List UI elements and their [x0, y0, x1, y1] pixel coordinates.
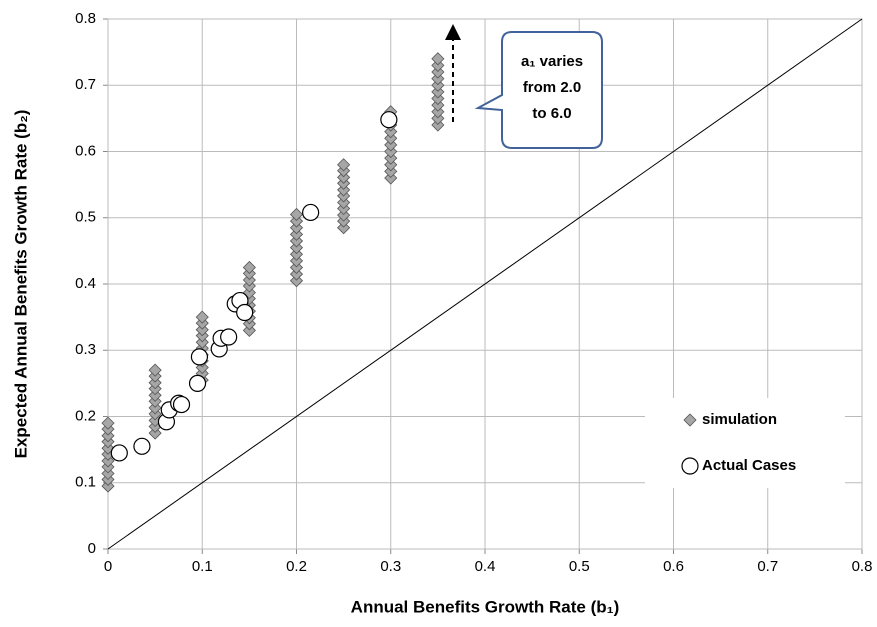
point: [148, 388, 162, 402]
point: [101, 479, 115, 493]
x-tick-label: 0: [104, 558, 112, 575]
point: [289, 227, 304, 241]
y-axis-label: Expected Annual Benefits Growth Rate (b₂…: [11, 110, 30, 459]
point: [384, 125, 398, 139]
y-tick-label: 0.4: [75, 275, 96, 292]
point: [431, 98, 445, 112]
point: [337, 195, 351, 210]
point: [337, 158, 351, 172]
point: [384, 131, 398, 145]
point: [110, 444, 128, 462]
point: [431, 58, 445, 72]
legend: [645, 398, 845, 488]
annotation: from 2.0: [523, 79, 581, 96]
point: [384, 151, 398, 165]
point: [289, 234, 304, 248]
point: [384, 171, 398, 185]
point: [148, 426, 162, 440]
point: [384, 158, 398, 172]
point: [220, 328, 238, 346]
x-tick-label: 0.8: [852, 558, 873, 575]
x-tick-label: 0.7: [757, 558, 778, 575]
point: [431, 78, 445, 92]
point: [337, 208, 351, 222]
point: [172, 395, 191, 414]
point: [302, 203, 320, 222]
point: [380, 111, 398, 129]
point: [148, 363, 162, 377]
point: [190, 348, 209, 366]
point: [101, 429, 115, 443]
point: [289, 267, 304, 281]
point: [242, 323, 256, 337]
point: [242, 260, 256, 275]
point: [431, 118, 445, 132]
legend-marker: [683, 413, 697, 427]
point: [289, 247, 304, 261]
point: [289, 214, 304, 228]
y-tick-label: 0.7: [75, 76, 96, 93]
annotation: to 6.0: [532, 105, 571, 122]
point: [289, 240, 304, 255]
point: [195, 335, 209, 349]
point: [101, 416, 115, 430]
point: [289, 254, 304, 268]
y-tick-label: 0.3: [75, 341, 96, 358]
point: [289, 274, 304, 288]
point: [101, 454, 115, 468]
x-axis-label: Annual Benefits Growth Rate (b₁): [351, 597, 620, 616]
point: [431, 105, 445, 119]
point: [289, 260, 304, 275]
point: [188, 374, 207, 392]
diagonal: [107, 18, 863, 550]
y-tick-label: 0.6: [75, 142, 96, 159]
point: [133, 437, 151, 455]
point: [384, 164, 398, 178]
x-tick-label: 0.3: [380, 558, 401, 575]
point: [337, 170, 351, 184]
legend-label: simulation: [702, 411, 777, 428]
point: [431, 72, 445, 86]
annotation: a₁ varies: [521, 53, 583, 70]
point: [148, 376, 162, 390]
legend-label: Actual Cases: [702, 457, 796, 474]
point: [431, 85, 445, 99]
y-tick-label: 0.1: [75, 474, 96, 491]
point: [195, 310, 209, 324]
point: [431, 91, 445, 106]
point: [101, 466, 115, 481]
y-tick-label: 0: [88, 540, 96, 557]
point: [431, 65, 445, 79]
point: [236, 303, 254, 322]
point: [289, 207, 304, 222]
x-tick-label: 0.5: [569, 558, 590, 575]
point: [337, 183, 351, 197]
plot-frame: [107, 18, 863, 550]
y-tick-label: 0.8: [75, 10, 96, 27]
y-tick-label: 0.2: [75, 407, 96, 424]
point: [431, 111, 445, 125]
point: [289, 221, 304, 235]
x-tick-label: 0.4: [475, 558, 496, 575]
point: [431, 52, 445, 66]
point: [242, 273, 256, 287]
point: [384, 138, 398, 152]
x-tick-label: 0.2: [286, 558, 307, 575]
point: [384, 144, 398, 159]
point: [148, 401, 162, 415]
point: [195, 323, 209, 337]
x-tick-label: 0.1: [192, 558, 213, 575]
x-tick-label: 0.6: [663, 558, 684, 575]
point: [337, 221, 351, 235]
y-tick-label: 0.5: [75, 209, 96, 226]
legend-marker: [681, 457, 699, 475]
callout: [474, 31, 603, 149]
